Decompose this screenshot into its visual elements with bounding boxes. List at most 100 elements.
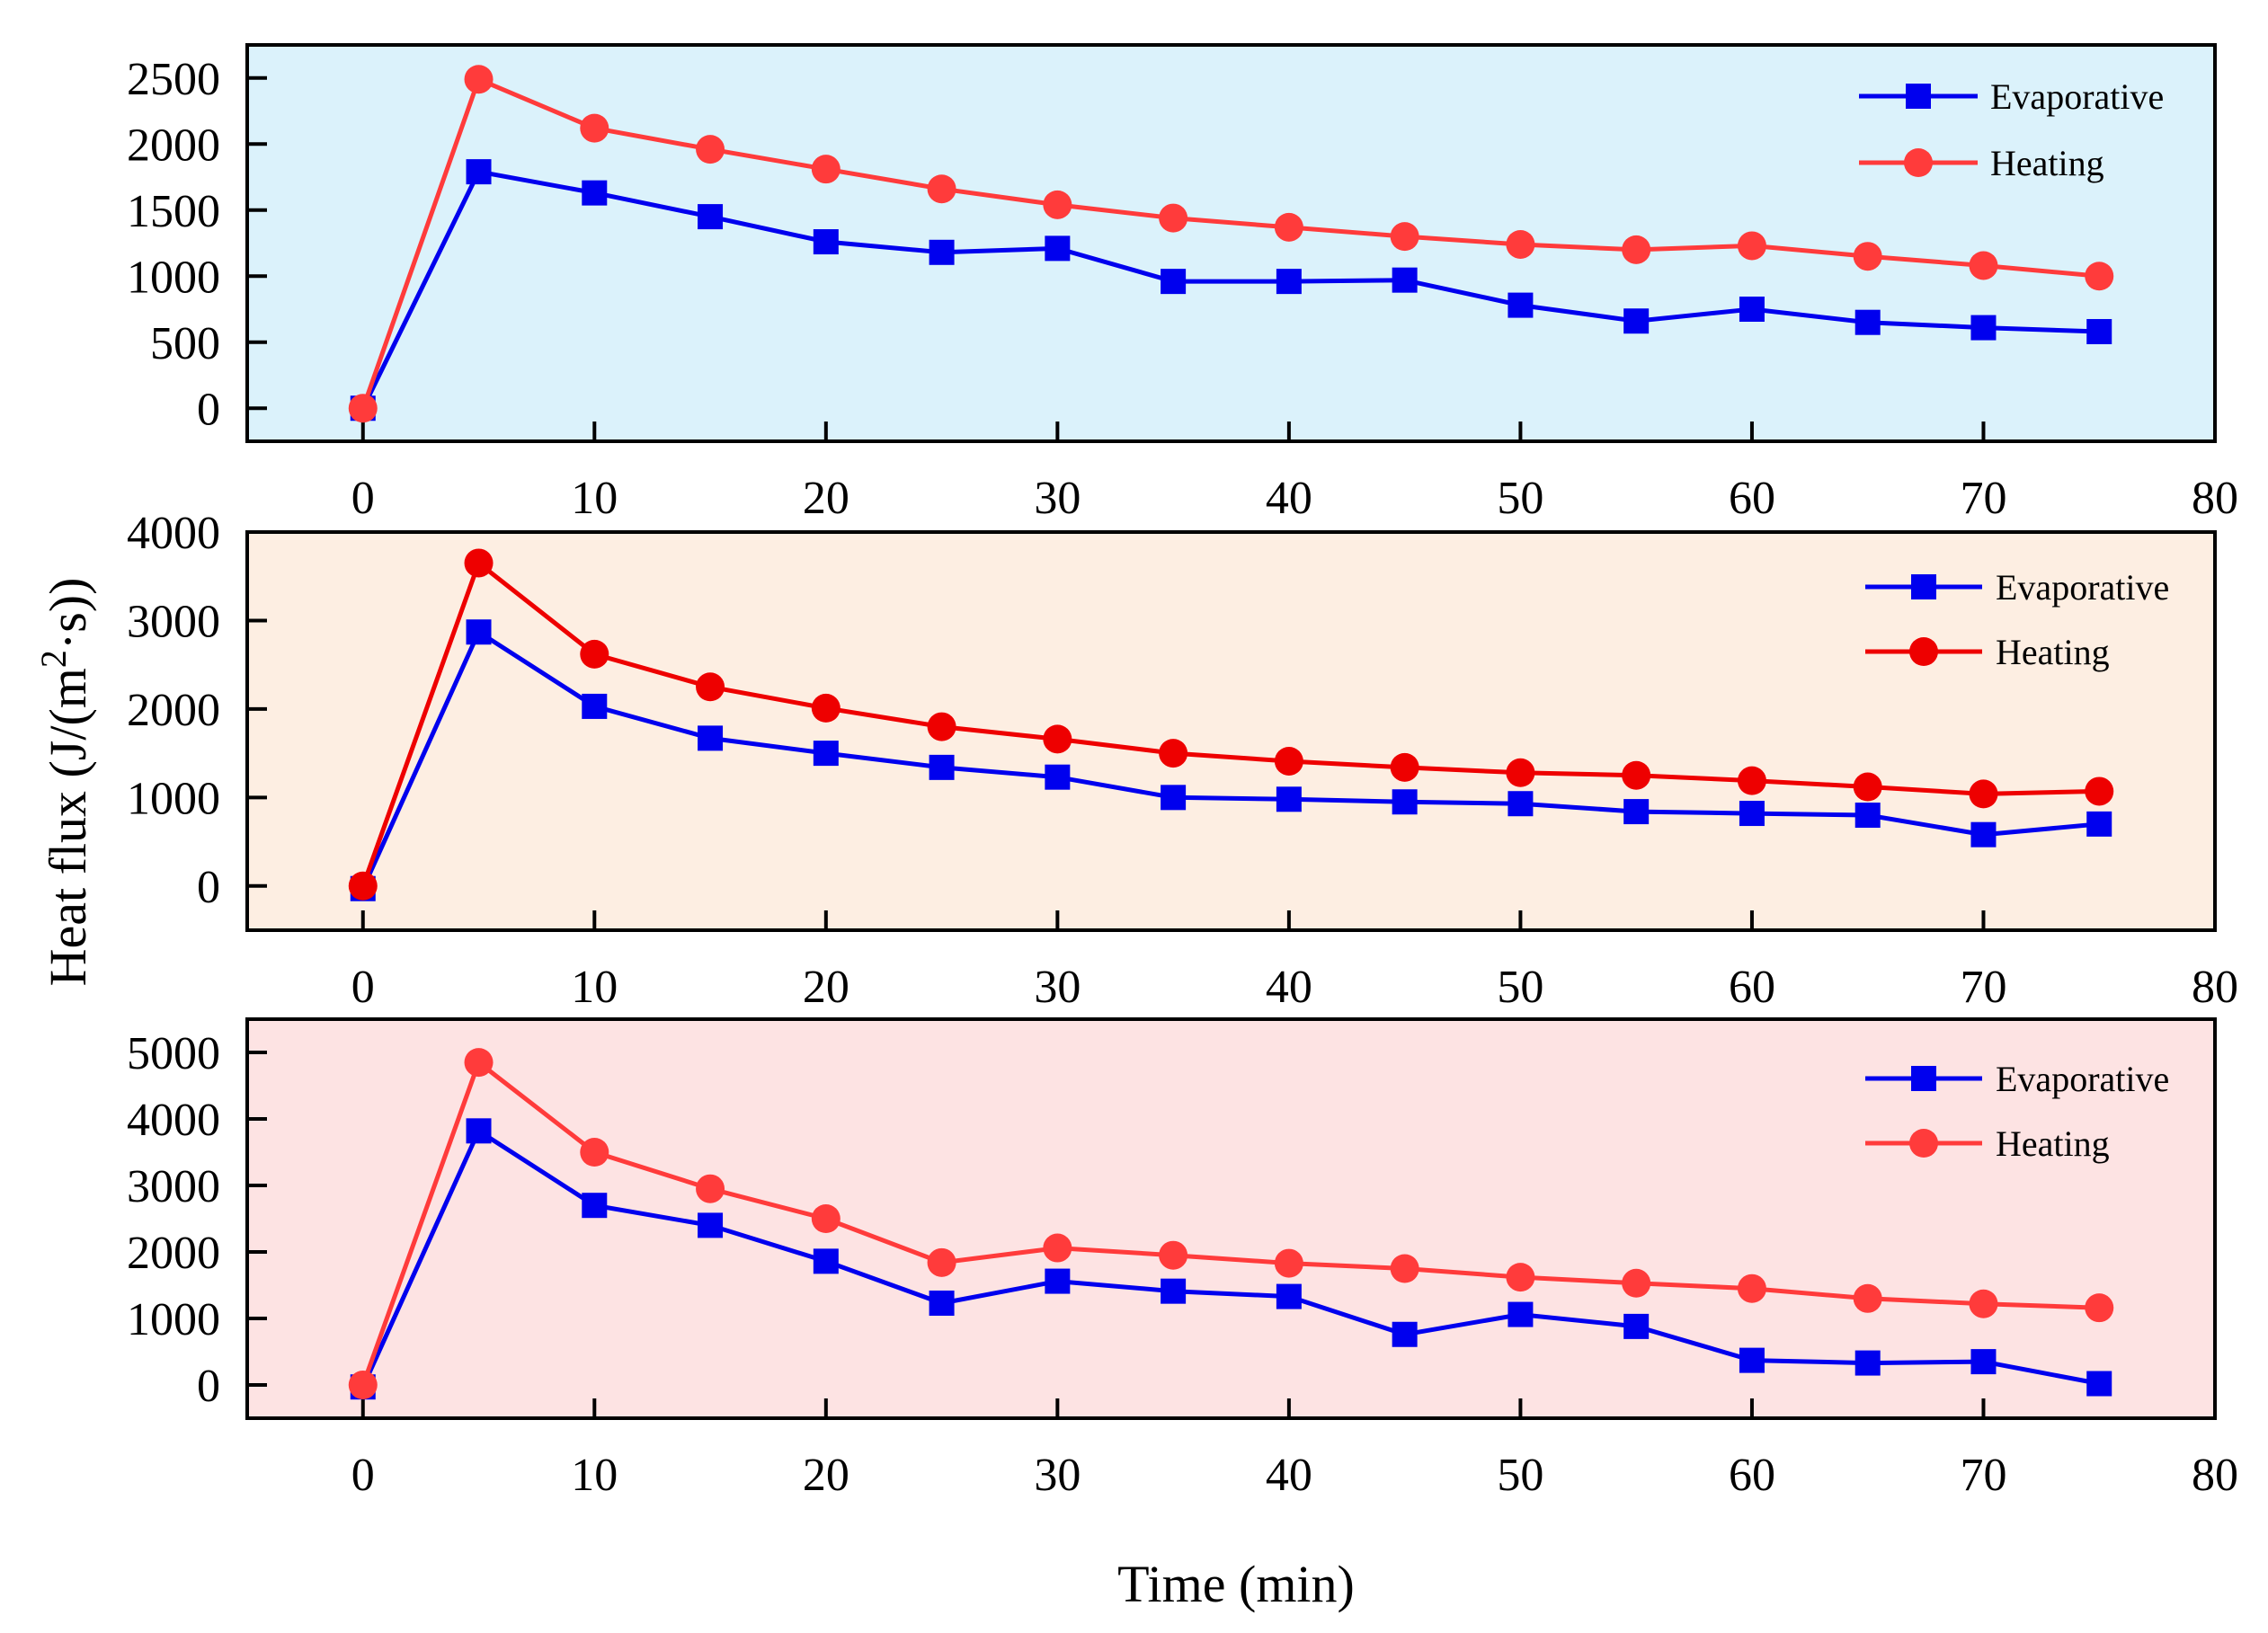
series-evaporative [350, 159, 2112, 422]
plot-frame [245, 530, 2217, 932]
data-point-circle [1390, 752, 1419, 782]
y-tick-label: 1000 [127, 773, 220, 824]
data-point-square [813, 741, 839, 767]
data-point-circle [1853, 242, 1882, 271]
data-point-circle [811, 693, 840, 723]
series-line [360, 1059, 2100, 1386]
data-point-square [1623, 1313, 1650, 1339]
legend-circle-marker [1909, 637, 1938, 666]
legend-label: Heating [1990, 143, 2104, 183]
data-point-circle [1390, 222, 1419, 252]
legend: Evaporative Heating [1865, 567, 2169, 672]
y-tick-label: 1000 [127, 252, 220, 303]
y-tick-label: 2000 [127, 120, 220, 171]
legend-label: Evaporative [1996, 1059, 2169, 1099]
data-point-square [929, 1290, 955, 1316]
plot-frame [245, 1017, 2217, 1420]
data-point-square [1854, 309, 1881, 335]
legend: Evaporative Heating [1865, 1059, 2169, 1164]
series-line [360, 75, 2100, 410]
series-heating [348, 548, 2114, 901]
data-point-square [2086, 318, 2112, 344]
x-tick-label: 50 [1497, 473, 1543, 524]
data-point-square [1508, 292, 1534, 318]
x-tick-label: 20 [803, 962, 849, 1013]
y-tick-label: 0 [197, 1361, 220, 1412]
x-tick-label: 10 [571, 1450, 618, 1501]
data-point-circle [1390, 1254, 1419, 1283]
x-tick-label: 10 [571, 473, 618, 524]
data-point-square [1045, 1268, 1071, 1294]
data-point-circle [580, 113, 609, 143]
x-tick-label: 0 [351, 962, 375, 1013]
data-point-circle [2085, 1293, 2114, 1323]
data-point-square [1161, 269, 1187, 295]
legend-circle-marker [1909, 1129, 1938, 1158]
y-tick-label: 1000 [127, 1294, 220, 1345]
x-tick-label: 70 [1960, 962, 2006, 1013]
x-tick-label: 0 [351, 1450, 375, 1501]
plot-background [247, 532, 2215, 930]
data-point-circle [580, 639, 609, 669]
x-tick-label: 60 [1729, 1450, 1775, 1501]
data-point-square [1970, 1349, 1997, 1375]
data-point-circle [464, 1048, 494, 1078]
data-point-circle [1043, 1233, 1072, 1263]
data-point-square [582, 693, 608, 719]
panel-2: 0 1000 2000 3000 4000 0 10 20 30 40 50 60 70 80 Evapor… [127, 508, 2238, 1013]
data-point-circle [1159, 1240, 1188, 1270]
data-point-circle [348, 871, 378, 901]
data-point-square [1739, 801, 1765, 827]
data-point-circle [2085, 777, 2114, 806]
data-point-circle [1622, 760, 1651, 790]
data-point-square [1276, 269, 1302, 295]
data-point-square [1276, 1283, 1302, 1309]
data-point-circle [580, 1138, 609, 1167]
data-point-square [582, 1193, 608, 1219]
data-point-circle [1622, 235, 1651, 264]
legend-square-marker [1911, 1066, 1936, 1091]
x-tick-label: 10 [571, 962, 618, 1013]
data-point-square [813, 1248, 839, 1274]
x-axis-title: Time (min) [1117, 1555, 1355, 1613]
legend-label: Evaporative [1990, 76, 2164, 117]
data-point-circle [1506, 758, 1535, 787]
x-tick-label: 80 [2192, 473, 2238, 524]
x-tick-label: 40 [1266, 473, 1312, 524]
data-point-circle [1274, 746, 1303, 776]
data-point-square [1970, 315, 1997, 341]
data-point-circle [1969, 251, 1998, 280]
data-point-circle [1737, 1274, 1766, 1303]
data-point-circle [927, 712, 956, 741]
series-line [360, 1127, 2100, 1389]
data-point-square [1392, 267, 1418, 293]
data-point-square [1970, 821, 1997, 848]
data-point-square [1392, 789, 1418, 815]
panel-1: 0 500 1000 1500 2000 2500 0 10 20 30 40 50 60 70 80 Eva… [127, 43, 2238, 524]
data-point-circle [1969, 779, 1998, 809]
x-tick-label: 20 [803, 1450, 849, 1501]
x-tick-label: 30 [1034, 962, 1081, 1013]
data-point-square [929, 239, 955, 265]
legend-circle-marker [1904, 148, 1933, 177]
x-tick-label: 50 [1497, 1450, 1543, 1501]
y-axis-title-prefix: Heat flux (J/(m [39, 668, 97, 986]
legend-square-marker [1906, 84, 1931, 109]
data-point-circle [1506, 229, 1535, 259]
plot-background [247, 1019, 2215, 1418]
y-tick-label: 1500 [127, 186, 220, 237]
series-evaporative [350, 1118, 2112, 1400]
data-point-circle [1622, 1268, 1651, 1298]
legend-square-marker [1911, 574, 1936, 599]
data-point-square [466, 619, 492, 645]
data-point-circle [927, 174, 956, 204]
data-point-circle [1043, 724, 1072, 754]
data-point-circle [927, 1247, 956, 1277]
x-tick-label: 20 [803, 473, 849, 524]
data-point-circle [696, 1174, 725, 1203]
series-evaporative [350, 619, 2112, 901]
data-point-circle [1274, 212, 1303, 242]
data-point-square [466, 1118, 492, 1144]
